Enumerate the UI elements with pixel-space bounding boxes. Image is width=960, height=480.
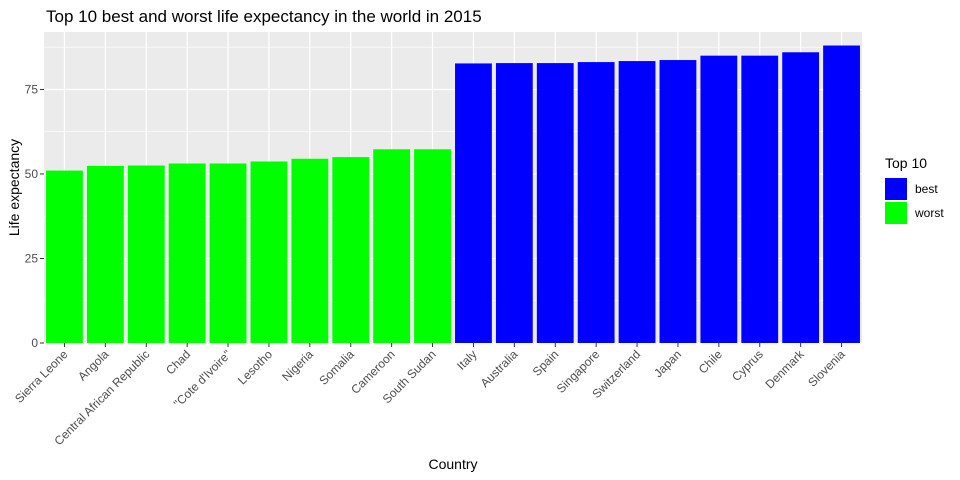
x-tick-label: Sierra Leone [12, 347, 71, 406]
x-tick-label: Slovenia [805, 347, 848, 390]
bar [250, 161, 288, 343]
plot-panel [44, 32, 862, 343]
x-tick-label: Lesotho [235, 347, 275, 387]
y-tick-label: 75 [25, 82, 39, 96]
legend-key [885, 178, 907, 200]
bar [291, 158, 329, 343]
y-tick-label: 25 [25, 251, 39, 265]
x-axis-title: Country [428, 456, 477, 472]
x-tick-label: Chile [696, 347, 725, 376]
bar [741, 55, 779, 343]
x-tick-label: Chad [163, 347, 193, 377]
y-tick-label: 50 [25, 167, 39, 181]
x-tick-label: Japan [651, 347, 684, 380]
legend: Top 10 best worst [885, 155, 944, 224]
bar [414, 149, 451, 343]
x-tick-label: Australia [478, 347, 521, 390]
bar [455, 63, 492, 343]
bar [618, 61, 656, 343]
bar [209, 163, 247, 343]
legend-label: worst [914, 206, 944, 220]
bar [659, 60, 697, 343]
legend-title: Top 10 [885, 155, 927, 171]
bar [127, 165, 165, 343]
bar [86, 165, 124, 343]
bar [823, 45, 860, 344]
x-tick-label: Italy [454, 347, 479, 372]
bar [782, 52, 820, 344]
x-tick-label: Denmark [762, 347, 807, 392]
bar [332, 157, 370, 343]
x-tick-label: Cyprus [729, 347, 766, 384]
y-axis: 0 25 50 75 [25, 82, 44, 350]
x-tick-label: Angola [75, 347, 112, 384]
legend-label: best [915, 182, 938, 196]
x-tick-label: Somalia [316, 347, 357, 388]
bar [373, 149, 411, 343]
legend-key [885, 202, 907, 224]
bar [577, 62, 615, 343]
bar [700, 55, 738, 343]
bar [46, 170, 83, 343]
bar [168, 163, 206, 343]
x-tick-label: Spain [530, 347, 562, 379]
bar [536, 63, 574, 343]
y-tick-label: 0 [31, 336, 38, 350]
y-axis-title: Life expectancy [6, 139, 22, 236]
x-tick-label: Nigeria [279, 347, 316, 384]
bar [495, 63, 533, 343]
chart-title: Top 10 best and worst life expectancy in… [46, 7, 482, 26]
bars [46, 45, 860, 344]
